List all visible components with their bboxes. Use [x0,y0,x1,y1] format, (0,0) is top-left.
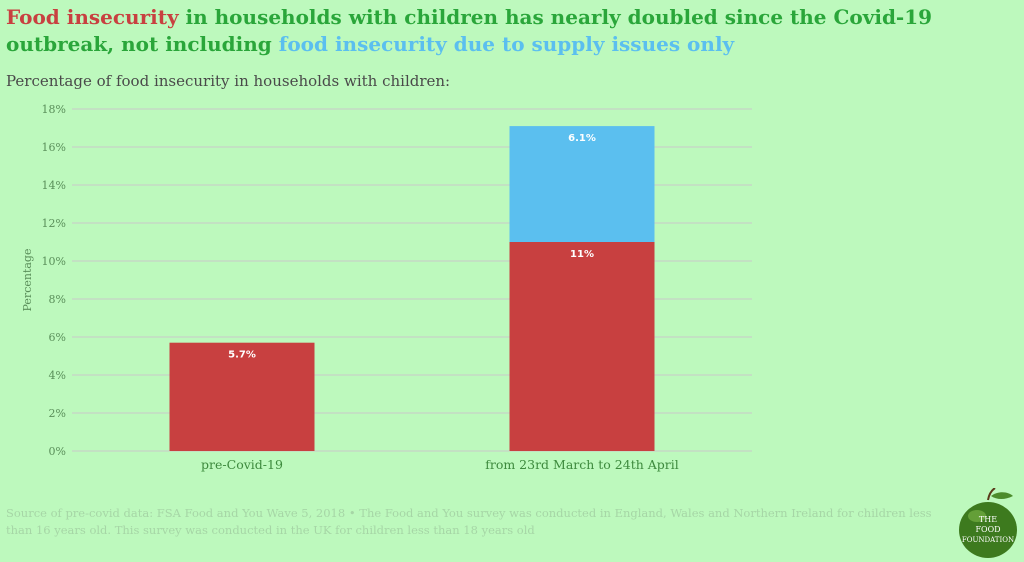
x-tick-label: pre-Covid-19 [201,457,283,472]
bar-segment [169,342,315,451]
y-tick-label: 18% [42,103,66,116]
y-tick-label: 16% [42,141,66,154]
bar-data-label: 5.7% [228,350,256,361]
bar-data-label: 6.1% [568,133,596,144]
y-tick-label: 14% [42,179,66,192]
logo-text-line2: FOOD [975,525,1000,534]
bar-segment [509,242,655,451]
food-foundation-logo: THE FOOD FOUNDATION [959,488,1017,558]
title-middle: in households with children has nearly d… [6,5,933,56]
chart-title: Food insecurity in households with child… [6,4,1016,58]
apple-leaf [991,492,1013,499]
y-axis-label: Percentage [21,249,34,312]
source-footnote: Source of pre-covid data: FSA Food and Y… [6,506,932,537]
title-highlight-blue: food insecurity due to supply issues onl… [278,32,735,56]
y-tick-label: 12% [42,217,66,230]
bar-segment [509,126,655,242]
y-tick-label: 10% [42,255,66,268]
x-tick-label: from 23rd March to 24th April [485,457,679,472]
y-tick-label: 6% [49,331,66,344]
bar-data-label: 11% [570,249,594,260]
chart-subtitle: Percentage of food insecurity in househo… [6,72,451,90]
y-tick-label: 2% [49,407,66,420]
logo-text-line1: THE [979,515,997,524]
y-tick-label: 4% [49,369,66,382]
y-tick-label: 0% [49,445,66,458]
apple-shine [968,510,986,522]
y-tick-label: 8% [49,293,66,306]
bar-chart: 0% 2% 4% 6% 8% 10% 12% 14% 16% 18% Percentage 5.7% p… [21,103,752,472]
logo-text-line3: FOUNDATION [962,536,1014,544]
title-highlight-red: Food insecurity [6,5,179,29]
apple-stem [987,488,996,501]
